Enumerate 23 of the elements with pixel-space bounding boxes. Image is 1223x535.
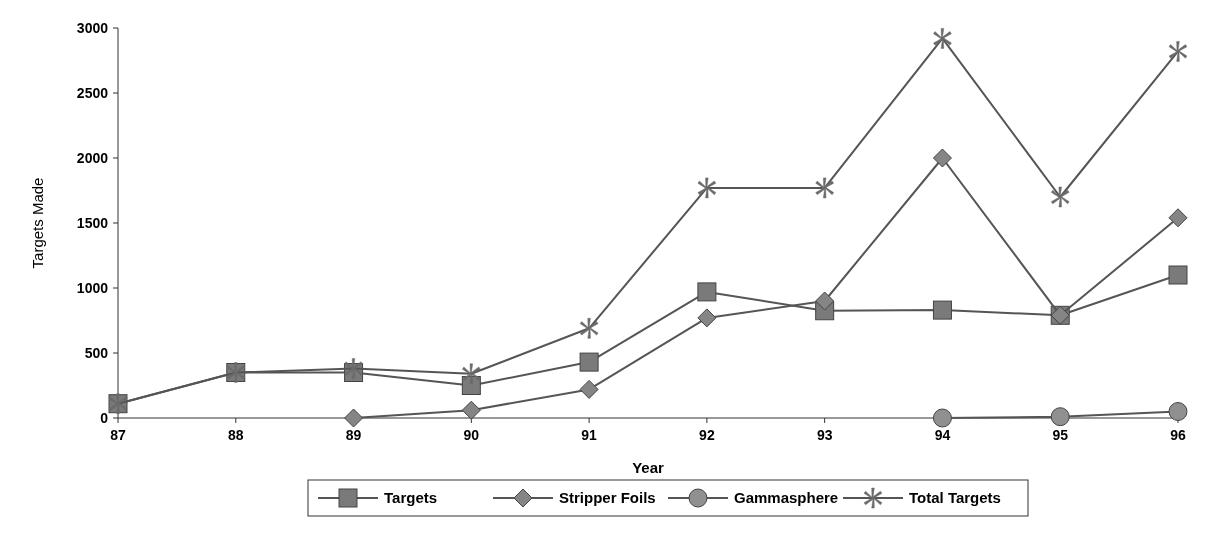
y-tick-label: 2500 (76, 84, 109, 101)
x-tick-label: 94 (934, 427, 951, 443)
legend-label: Total Targets (909, 489, 1001, 507)
y-tick-label: 0 (100, 409, 109, 426)
x-tick-label: 92 (699, 427, 715, 443)
y-axis-title: Targets Made (29, 177, 46, 269)
x-tick-label: 93 (816, 427, 833, 443)
x-tick-label: 90 (463, 427, 480, 443)
x-tick-label: 96 (1170, 427, 1186, 443)
y-tick-label: 1000 (76, 279, 109, 296)
x-tick-label: 91 (581, 427, 598, 443)
x-tick-label: 89 (345, 427, 362, 443)
y-tick-label: 3000 (76, 19, 109, 36)
y-tick-label: 500 (84, 344, 109, 361)
legend-label: Targets (384, 489, 438, 507)
x-tick-label: 87 (110, 427, 126, 443)
legend-label: Stripper Foils (559, 489, 656, 507)
x-tick-label: 95 (1052, 427, 1069, 443)
y-tick-label: 1500 (76, 214, 109, 231)
y-tick-label: 2000 (76, 149, 109, 166)
x-axis-title: Year (632, 459, 665, 476)
legend-label: Gammasphere (734, 489, 839, 507)
x-tick-label: 88 (227, 427, 244, 443)
